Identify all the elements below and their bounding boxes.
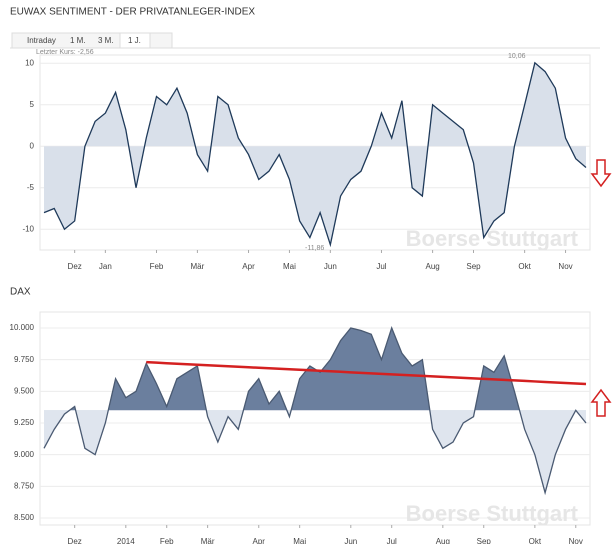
y-tick-label: 9.750 <box>14 355 35 364</box>
area-fill <box>84 62 570 147</box>
line <box>43 326 587 496</box>
line <box>146 360 587 386</box>
x-tick-label: Mär <box>191 262 205 271</box>
button[interactable]: Intraday <box>27 36 56 45</box>
x-tick-label: Jul <box>387 537 397 544</box>
y-tick-label: 8.750 <box>14 481 35 490</box>
y-tick-label: 10 <box>25 58 34 67</box>
annotation: 10,06 <box>508 53 526 60</box>
x-tick-label: Apr <box>253 537 266 544</box>
x-tick-label: Dez <box>68 537 82 544</box>
x-tick-label: Sep <box>466 262 481 271</box>
y-tick-label: 9.000 <box>14 450 35 459</box>
x-tick-label: Jun <box>324 262 337 271</box>
plot-frame <box>39 54 591 251</box>
plot-frame <box>39 311 591 526</box>
page-title: EUWAX SENTIMENT - DER PRIVATANLEGER-INDE… <box>10 7 255 18</box>
y-tick-label: 0 <box>30 141 35 150</box>
x-tick-label: Mai <box>283 262 296 271</box>
area-fill <box>44 327 586 411</box>
x-tick-label: Sep <box>477 537 492 544</box>
down-arrow <box>590 159 612 188</box>
x-tick-label: Dez <box>68 262 82 271</box>
y-tick-label: -5 <box>27 183 35 192</box>
x-tick-label: Mai <box>293 537 306 544</box>
watermark: Boerse Stuttgart <box>406 226 579 251</box>
x-tick-label: Okt <box>529 537 542 544</box>
area-fill <box>44 146 586 245</box>
buttons: Intraday 1 M. 3 M. 1 J. <box>11 32 173 49</box>
x-tick-label: Feb <box>150 262 164 271</box>
x-tick-label: Apr <box>242 262 255 271</box>
button-active <box>119 32 151 49</box>
x-tick-label: Okt <box>518 262 531 271</box>
x-tick-label: Aug <box>436 537 450 544</box>
annotation: Letzter Kurs: -2,56 <box>36 49 94 56</box>
y-tick-label: 9.500 <box>14 386 35 395</box>
chart-title: DAX <box>10 287 31 298</box>
y-tick-label: 10.000 <box>10 323 35 332</box>
x-tick-label: Nov <box>558 262 572 271</box>
y-tick-label: 5 <box>30 100 35 109</box>
x-tick-label: Mär <box>201 537 215 544</box>
line <box>43 61 587 248</box>
up-arrow <box>590 388 612 417</box>
button[interactable]: 1 J. <box>128 36 141 45</box>
area-fill <box>44 410 586 493</box>
y-tick-label: -10 <box>22 224 34 233</box>
y-tick-label: 9.250 <box>14 418 35 427</box>
annotation: -11,86 <box>305 245 324 252</box>
x-tick-label: Jan <box>99 262 112 271</box>
x-tick-label: Aug <box>425 262 439 271</box>
button[interactable]: 3 M. <box>98 36 114 45</box>
x-tick-label: Nov <box>569 537 583 544</box>
x-tick-label: Jul <box>376 262 386 271</box>
y-tick-label: 8.500 <box>14 513 35 522</box>
button[interactable]: 1 M. <box>70 36 86 45</box>
watermark: Boerse Stuttgart <box>406 501 579 526</box>
x-tick-label: Jun <box>344 537 357 544</box>
x-tick-label: 2014 <box>117 537 135 544</box>
x-tick-label: Feb <box>160 537 174 544</box>
